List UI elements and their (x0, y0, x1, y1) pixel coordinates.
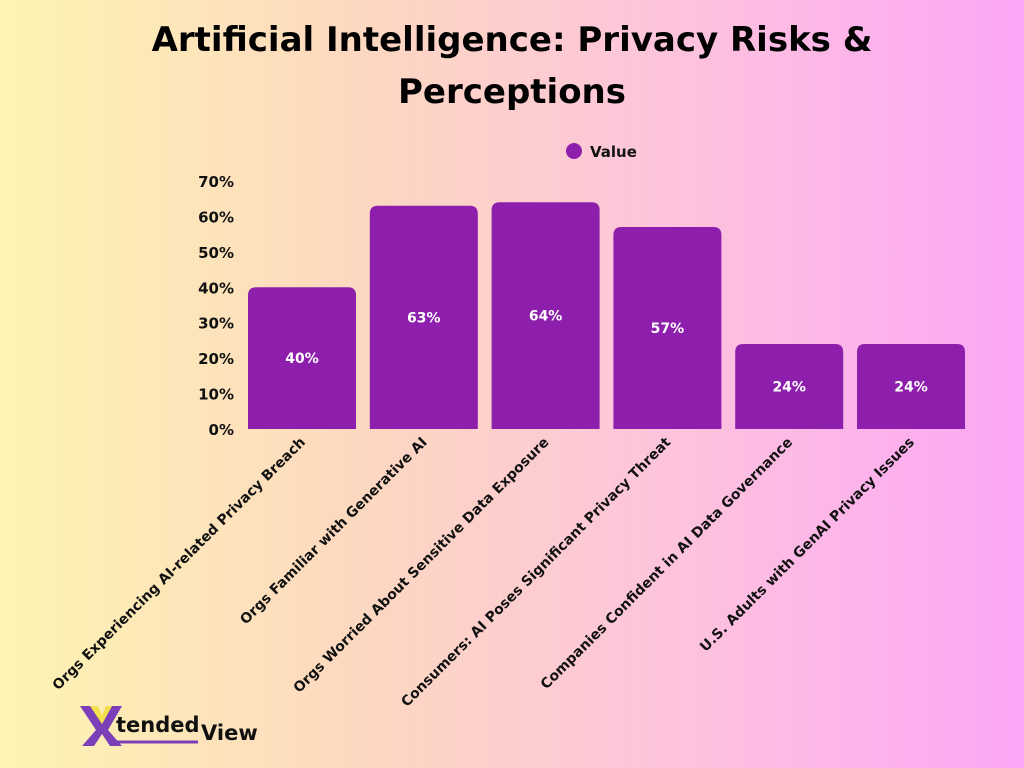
y-tick-label: 10% (198, 386, 234, 404)
legend-marker (566, 143, 582, 159)
data-label: 40% (285, 351, 319, 367)
y-tick-label: 40% (198, 279, 234, 297)
title-line-1: Artificial Intelligence: Privacy Risks & (151, 20, 873, 60)
data-label: 24% (894, 379, 928, 395)
x-tick-label: Orgs Worried About Sensitive Data Exposu… (291, 435, 553, 697)
y-tick-label: 70% (198, 173, 234, 191)
data-label: 57% (651, 321, 685, 337)
data-label: 64% (529, 309, 563, 325)
data-label: 63% (407, 310, 441, 326)
y-tick-label: 30% (198, 315, 234, 333)
title-line-2: Perceptions (397, 72, 626, 112)
x-tick-label: Orgs Familiar with Generative AI (237, 435, 430, 628)
bar (857, 343, 965, 429)
x-tick-label: U.S. Adults with GenAI Privacy Issues (697, 435, 918, 656)
x-tick-label: Companies Confident in AI Data Governanc… (538, 435, 796, 693)
bar (613, 227, 722, 429)
bar (735, 343, 844, 429)
data-label: 24% (772, 379, 806, 395)
x-tick-label: Consumers: AI Poses Significant Privacy … (398, 434, 674, 710)
y-tick-label: 0% (209, 421, 234, 439)
svg-text:View: View (201, 721, 258, 745)
y-tick-label: 20% (198, 350, 234, 368)
bar (491, 202, 600, 429)
x-tick-label: Orgs Experiencing AI-related Privacy Bre… (50, 435, 309, 694)
y-tick-label: 50% (198, 244, 234, 262)
bar (369, 205, 478, 429)
y-tick-label: 60% (198, 208, 234, 226)
xtendedview-logo: tended View (80, 706, 258, 746)
legend-label: Value (590, 143, 637, 161)
chart-title: Artificial Intelligence: Privacy Risks &… (0, 14, 1024, 118)
bar (248, 287, 356, 429)
svg-text:tended: tended (116, 713, 200, 737)
